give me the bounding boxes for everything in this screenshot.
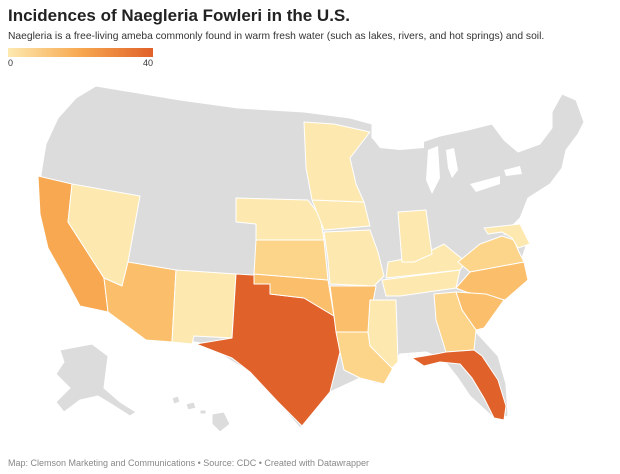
hawaii-islands	[171, 395, 231, 433]
alaska-landmass	[55, 343, 137, 417]
map-footer: Map: Clemson Marketing and Communication…	[8, 458, 369, 468]
legend-min-label: 0	[8, 58, 14, 68]
footer-map-credit: Map: Clemson Marketing and Communication…	[8, 458, 196, 468]
state-florida[interactable]	[411, 349, 507, 421]
state-nebraska[interactable]	[235, 197, 325, 241]
legend-gradient-bar	[8, 48, 153, 57]
great-lakes	[372, 134, 522, 194]
state-maryland[interactable]	[483, 223, 531, 249]
state-new-mexico[interactable]	[171, 269, 237, 345]
state-minnesota[interactable]	[303, 121, 371, 203]
state-oklahoma[interactable]	[253, 273, 335, 317]
footer-datawrapper-credit: Created with Datawrapper	[264, 458, 369, 468]
footer-separator-2: •	[256, 458, 265, 468]
state-indiana[interactable]	[397, 209, 433, 263]
state-north-carolina[interactable]	[455, 261, 529, 301]
color-legend: 0 40	[8, 48, 153, 68]
footer-separator-1: •	[195, 458, 204, 468]
footer-source: Source: CDC	[203, 458, 257, 468]
state-georgia[interactable]	[433, 291, 477, 353]
states-layer	[37, 121, 531, 427]
legend-labels: 0 40	[8, 57, 153, 68]
us-choropleth-map	[37, 85, 585, 433]
map-subtitle: Naegleria is a free-living ameba commonl…	[8, 31, 545, 42]
legend-max-label: 40	[142, 58, 153, 68]
state-mississippi[interactable]	[367, 299, 399, 369]
map-title: Incidences of Naegleria Fowleri in the U…	[8, 6, 350, 25]
state-kansas[interactable]	[253, 239, 329, 281]
state-missouri[interactable]	[323, 229, 385, 287]
